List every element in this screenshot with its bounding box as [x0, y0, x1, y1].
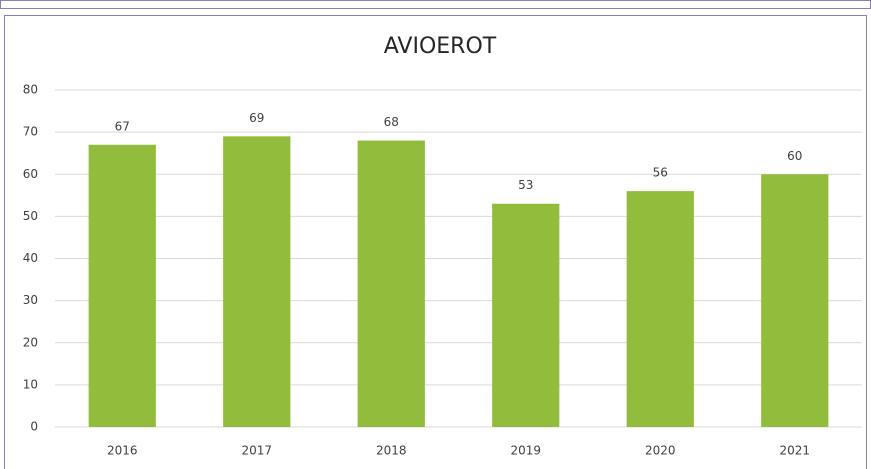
x-tick-label: 2019	[510, 444, 541, 458]
y-tick-label: 40	[23, 251, 38, 265]
y-tick-label: 10	[23, 377, 38, 391]
data-label: 56	[653, 166, 668, 180]
x-tick-label: 2020	[645, 444, 676, 458]
y-tick-label: 0	[30, 420, 38, 434]
data-label: 60	[787, 149, 802, 163]
x-tick-label: 2018	[376, 444, 407, 458]
bar	[492, 203, 560, 427]
y-tick-label: 50	[23, 209, 38, 223]
bar	[223, 136, 291, 427]
bar	[761, 174, 829, 427]
top-frame	[0, 0, 871, 9]
y-tick-label: 60	[23, 167, 38, 181]
data-label: 67	[115, 119, 130, 133]
y-tick-label: 30	[23, 293, 38, 307]
chart-title: AVIOEROT	[384, 34, 497, 59]
x-tick-label: 2017	[241, 444, 272, 458]
bar	[357, 140, 425, 428]
data-label: 53	[518, 178, 533, 192]
y-tick-label: 80	[23, 83, 38, 97]
x-tick-label: 2016	[107, 444, 138, 458]
bar	[88, 144, 156, 427]
bar	[626, 191, 694, 427]
x-tick-label: 2021	[779, 444, 810, 458]
data-label: 69	[249, 111, 264, 125]
data-label: 68	[384, 115, 399, 129]
y-tick-label: 70	[23, 125, 38, 139]
y-tick-label: 20	[23, 335, 38, 349]
